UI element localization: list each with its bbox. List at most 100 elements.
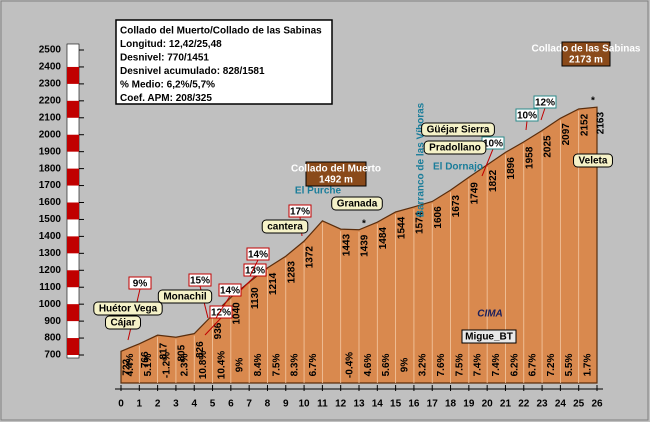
summit-name: Collado del Muerto xyxy=(291,164,381,175)
x-tick-label: 24 xyxy=(555,399,567,410)
info-line: Desnivel acumulado: 828/1581 xyxy=(120,66,265,77)
summit-star: * xyxy=(591,96,595,107)
axis-stripe xyxy=(67,202,79,220)
altitude-label: 1574 xyxy=(415,211,426,234)
grade-label: 10.8% xyxy=(198,351,209,379)
x-tick-label: 6 xyxy=(228,399,234,410)
y-tick-label: 1400 xyxy=(39,231,62,242)
place-label: El Dornajo xyxy=(433,162,483,173)
altitude-label: 2152 xyxy=(579,113,590,136)
altitude-label: 1544 xyxy=(396,216,407,239)
summit-box xyxy=(305,161,367,187)
grade-label: 9% xyxy=(235,358,246,373)
info-line: Collado del Muerto/Collado de las Sabina… xyxy=(120,26,322,37)
altitude-label: 1443 xyxy=(341,234,352,257)
grade-label: 5.5% xyxy=(564,353,575,376)
place-box xyxy=(421,122,495,137)
info-line: % Medio: 6,2%/5,7% xyxy=(120,80,215,91)
summit-altitude: 1492 m xyxy=(319,175,353,186)
grade-label: 6.2% xyxy=(509,353,520,376)
altitude-label: 1749 xyxy=(469,182,480,205)
grade-label: 9% xyxy=(399,358,410,373)
x-tick-label: 8 xyxy=(265,399,271,410)
place-box xyxy=(157,289,213,304)
place-box xyxy=(423,140,487,155)
axis-stripe xyxy=(67,66,79,84)
y-tick-label: 800 xyxy=(44,333,61,344)
x-tick-label: 10 xyxy=(299,399,311,410)
altitude-label: 1822 xyxy=(488,169,499,192)
grade-pointer xyxy=(240,275,256,291)
grade-box-label: 12% xyxy=(535,98,555,109)
place-box xyxy=(573,153,613,168)
altitude-label: 826 xyxy=(195,341,206,358)
y-tick-label: 1800 xyxy=(39,163,62,174)
axis-stripe xyxy=(67,168,79,186)
x-tick-label: 0 xyxy=(118,399,124,410)
grade-label: 8.4% xyxy=(253,353,264,376)
grade-box-label: 17% xyxy=(290,207,310,218)
info-line: Coef. APM: 208/325 xyxy=(120,93,212,104)
author-box xyxy=(461,329,517,344)
x-tick-label: 9 xyxy=(283,399,289,410)
grade-pointer xyxy=(215,295,231,319)
x-tick-label: 22 xyxy=(518,399,530,410)
altitude-label: 1958 xyxy=(524,146,535,169)
x-tick-label: 12 xyxy=(335,399,347,410)
grade-box-label: 12% xyxy=(211,308,231,319)
grade-box-label: 15% xyxy=(190,276,210,287)
axis-stripe xyxy=(67,236,79,254)
x-tick-label: 16 xyxy=(408,399,420,410)
place-label: Veleta xyxy=(579,156,608,167)
place-label: cantera xyxy=(267,222,303,233)
y-tick-label: 1000 xyxy=(39,299,62,310)
info-box xyxy=(115,19,333,105)
grade-pointer xyxy=(249,259,259,277)
x-tick-label: 3 xyxy=(173,399,179,410)
axis-stripe xyxy=(67,304,79,322)
grade-label: -0.4% xyxy=(344,352,355,378)
grade-label: 6.7% xyxy=(528,353,539,376)
grade-box xyxy=(188,273,212,287)
grade-box-label: 13% xyxy=(245,266,265,277)
altitude-label: 936 xyxy=(213,322,224,339)
grade-label: 6.7% xyxy=(308,353,319,376)
x-tick-label: 15 xyxy=(390,399,402,410)
place-label: Cájar xyxy=(110,318,135,329)
y-tick-label: 1600 xyxy=(39,197,62,208)
y-tick-label: 2300 xyxy=(39,79,62,90)
grade-box-label: 10% xyxy=(517,111,537,122)
axis-stripe xyxy=(67,338,79,355)
summit-star: * xyxy=(362,219,366,230)
grade-box xyxy=(209,305,233,319)
grade-label: 7.2% xyxy=(546,353,557,376)
x-tick-label: 19 xyxy=(463,399,475,410)
altitude-label: 1214 xyxy=(268,272,279,295)
place-box xyxy=(261,219,309,234)
grade-label: -1.2% xyxy=(161,352,172,378)
axis-stripe xyxy=(67,270,79,288)
y-tick-label: 2100 xyxy=(39,112,62,123)
y-tick-label: 2500 xyxy=(39,45,62,56)
summit-box xyxy=(561,41,611,67)
grade-label: 7.5% xyxy=(454,353,465,376)
altitude-label: 1283 xyxy=(286,261,297,284)
grade-label: 1.7% xyxy=(582,353,593,376)
place-label: Güéjar Sierra xyxy=(427,125,490,136)
altitude-label: 2097 xyxy=(561,123,572,146)
x-tick-label: 13 xyxy=(353,399,365,410)
x-tick-label: 14 xyxy=(372,399,384,410)
x-tick-label: 23 xyxy=(537,399,549,410)
grade-label: 7.4% xyxy=(473,353,484,376)
y-tick-label: 2000 xyxy=(39,129,62,140)
place-box xyxy=(93,301,163,316)
altitude-label: 1673 xyxy=(451,195,462,218)
place-label: Huétor Vega xyxy=(99,304,158,315)
x-tick-label: 26 xyxy=(591,399,603,410)
place-label: Barranco de las Víboras xyxy=(416,102,427,217)
summit-altitude: 2173 m xyxy=(569,55,603,66)
grade-pointer xyxy=(204,317,222,336)
y-tick-label: 1100 xyxy=(39,282,61,293)
x-tick-label: 25 xyxy=(573,399,585,410)
